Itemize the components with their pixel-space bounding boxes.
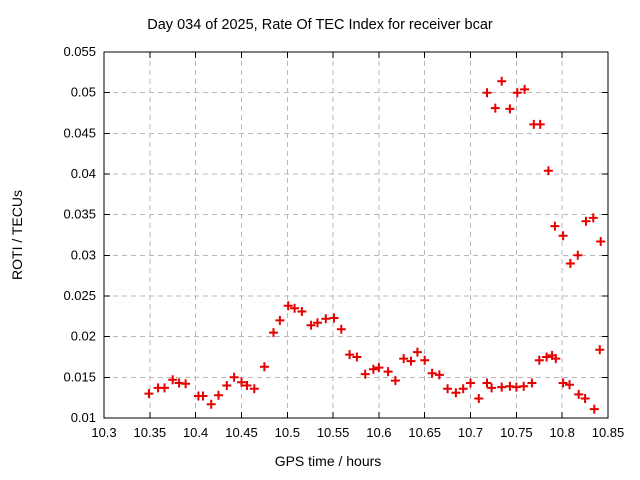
data-point — [406, 356, 416, 366]
chart-title: Day 034 of 2025, Rate Of TEC Index for r… — [147, 17, 493, 33]
data-point — [259, 362, 269, 372]
data-point — [558, 231, 568, 241]
data-point — [313, 318, 322, 328]
data-point — [458, 384, 468, 394]
x-tick-label: 10.55 — [317, 425, 350, 440]
y-tick-label: 0.015 — [63, 369, 96, 384]
data-point — [487, 383, 497, 393]
data-point — [214, 390, 223, 400]
x-tick-label: 10.6 — [366, 425, 391, 440]
data-point — [290, 303, 300, 313]
x-tick-label: 10.35 — [134, 425, 167, 440]
data-point — [374, 363, 384, 373]
data-point — [242, 381, 252, 390]
data-point — [383, 367, 393, 377]
data-point — [283, 301, 293, 311]
data-point — [222, 381, 232, 390]
data-point — [412, 347, 422, 357]
data-point — [565, 259, 575, 268]
data-point — [360, 369, 370, 379]
data-point — [420, 355, 430, 365]
x-tick-label: 10.8 — [550, 425, 575, 440]
data-point — [297, 307, 307, 316]
data-point — [275, 315, 285, 325]
data-point — [443, 384, 453, 394]
data-point — [269, 328, 278, 338]
data-point — [565, 380, 574, 390]
x-tick-label: 10.75 — [500, 425, 533, 440]
x-tick-label: 10.45 — [225, 425, 258, 440]
data-point — [581, 216, 591, 226]
data-point — [160, 383, 169, 393]
data-point — [542, 352, 552, 362]
y-tick-label: 0.025 — [63, 288, 96, 303]
data-point — [589, 404, 599, 414]
data-point — [596, 237, 606, 246]
x-tick-label: 10.3 — [91, 425, 116, 440]
data-point — [482, 88, 492, 98]
data-point — [229, 372, 239, 382]
y-tick-label: 0.03 — [71, 247, 96, 262]
y-tick-label: 0.02 — [71, 329, 96, 344]
data-point — [535, 119, 545, 129]
x-tick-label: 10.65 — [408, 425, 441, 440]
data-point — [497, 76, 507, 86]
data-point — [329, 313, 339, 323]
data-point — [144, 389, 154, 399]
data-point — [573, 250, 583, 260]
y-tick-label: 0.045 — [63, 125, 96, 140]
y-tick-label: 0.01 — [71, 410, 96, 425]
data-point — [512, 88, 522, 98]
data-point — [321, 314, 331, 324]
data-point — [527, 378, 537, 388]
data-point — [466, 378, 475, 388]
y-tick-label: 0.05 — [71, 85, 96, 100]
data-point — [206, 399, 216, 409]
data-point — [306, 320, 316, 330]
data-point — [399, 354, 409, 364]
data-point — [551, 354, 561, 364]
data-point — [595, 345, 605, 355]
data-point — [336, 324, 346, 334]
data-point — [580, 394, 590, 403]
data-point — [427, 368, 437, 378]
data-point — [352, 352, 362, 362]
data-point — [505, 104, 515, 114]
x-tick-label: 10.85 — [592, 425, 625, 440]
data-point — [543, 166, 553, 176]
x-tick-label: 10.4 — [183, 425, 208, 440]
plot-border — [103, 51, 609, 419]
data-point — [345, 350, 355, 360]
y-tick-label: 0.035 — [63, 207, 96, 222]
data-point — [490, 103, 500, 113]
data-point — [574, 389, 584, 399]
data-point — [368, 364, 378, 374]
data-point — [497, 382, 507, 392]
data-point — [588, 213, 598, 223]
data-point — [181, 379, 191, 389]
y-tick-label: 0.055 — [63, 44, 96, 59]
data-point — [390, 376, 400, 386]
data-point — [451, 388, 461, 398]
data-point — [519, 381, 529, 391]
data-point — [558, 378, 568, 388]
x-tick-label: 10.7 — [458, 425, 483, 440]
x-tick-label: 10.5 — [275, 425, 300, 440]
data-point — [550, 221, 560, 231]
data-point — [520, 84, 530, 94]
data-point — [474, 394, 484, 403]
data-point — [198, 391, 208, 401]
data-point — [168, 375, 178, 385]
data-point — [534, 355, 544, 365]
data-point — [237, 377, 246, 387]
data-point — [482, 378, 492, 388]
x-axis-label: GPS time / hours — [274, 453, 382, 469]
data-point — [434, 370, 444, 380]
data-point — [249, 384, 259, 394]
y-tick-label: 0.04 — [71, 166, 96, 181]
